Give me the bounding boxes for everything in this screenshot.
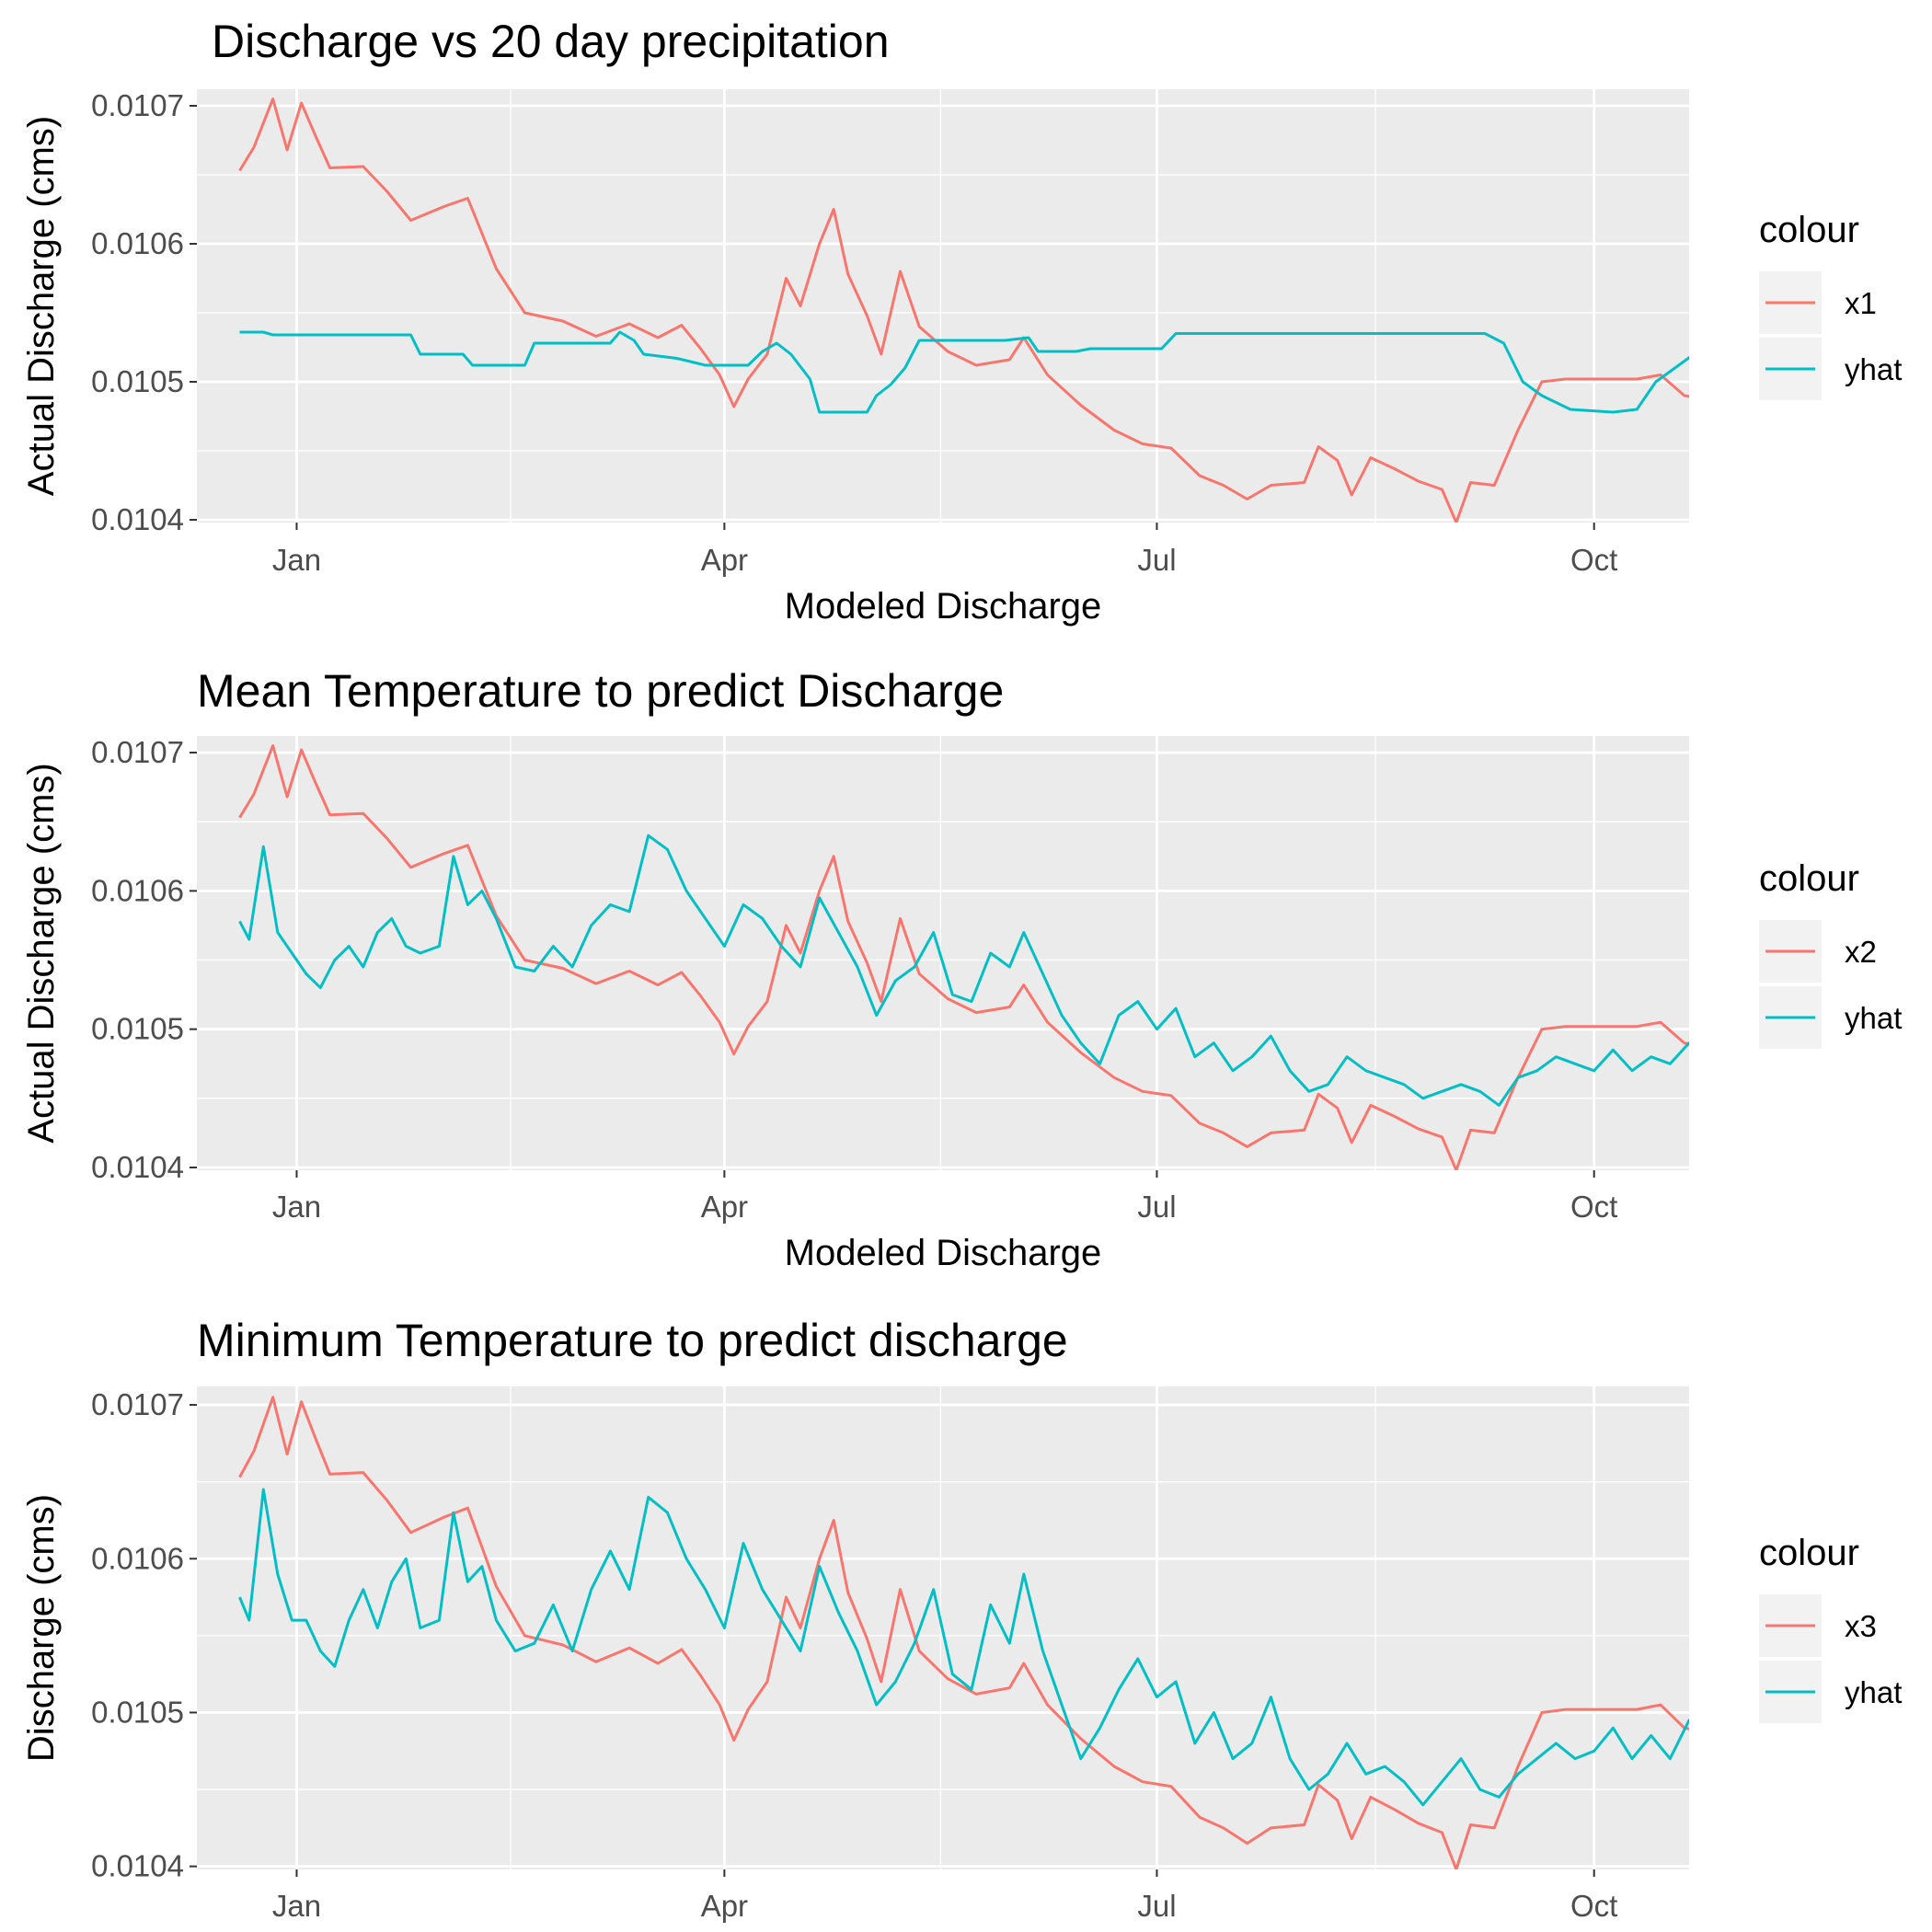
y-tick-label: 0.0104 [91,502,184,536]
x-tick-label: Apr [701,1889,748,1923]
legend-label: yhat [1845,352,1902,386]
legend-title: colour [1759,858,1859,899]
y-tick-label: 0.0107 [91,88,184,122]
series-lines [238,744,1689,1170]
y-axis-title: Actual Discharge (cms) [21,116,62,496]
chart-title: Mean Temperature to predict Discharge [197,665,1004,717]
y-tick-label: 0.0104 [91,1849,184,1883]
y-tick-label: 0.0107 [91,735,184,769]
y-axis-title: Actual Discharge (cms) [21,763,62,1143]
y-tick-label: 0.0105 [91,1695,184,1729]
series-line-yhat [238,834,1689,1107]
legend-label: x2 [1845,935,1877,969]
series-line-yhat [239,330,1689,414]
legend-label: yhat [1845,1001,1902,1035]
chart-panel-min-temperature: 0.0104 0.0105 0.0106 0.0107 Jan Apr Jul Oct Mini… [21,1315,1902,1923]
x-tick-label: Oct [1570,1889,1617,1923]
series-line-x3 [238,1396,1689,1869]
y-tick-label: 0.0106 [91,873,184,907]
x-tick-label: Jan [272,543,321,577]
x-axis-title: Modeled Discharge [785,1233,1102,1273]
chart-panel-mean-temperature: 0.0104 0.0105 0.0106 0.0107 Jan Apr Jul Oct Mean… [21,665,1902,1273]
series-line-yhat [238,1488,1689,1807]
series-line-x2 [238,744,1689,1170]
legend-label: x3 [1845,1609,1877,1643]
legend-title: colour [1759,1533,1859,1573]
y-tick-label: 0.0106 [91,1541,184,1575]
series-lines [238,98,1689,523]
legend-title: colour [1759,210,1859,250]
series-lines [238,1396,1689,1869]
y-tick-label: 0.0106 [91,226,184,260]
series-line-x1 [238,98,1689,523]
y-tick-label: 0.0104 [91,1150,184,1184]
y-tick-label: 0.0105 [91,364,184,398]
chart-panel-precipitation: 0.0104 0.0105 0.0106 0.0107 Jan Apr Jul Oct Disc… [21,16,1902,627]
y-axis-title: Discharge (cms) [21,1494,62,1762]
x-tick-label: Apr [701,1190,748,1224]
x-tick-label: Jan [272,1889,321,1923]
x-tick-label: Jan [272,1190,321,1224]
legend-label: yhat [1845,1675,1902,1709]
x-tick-label: Oct [1570,543,1617,577]
y-tick-label: 0.0105 [91,1012,184,1046]
chart-title: Minimum Temperature to predict discharge [197,1315,1068,1366]
x-tick-label: Apr [701,543,748,577]
x-tick-label: Jul [1137,1889,1176,1923]
legend-label: x1 [1845,286,1877,320]
x-axis-title: Modeled Discharge [785,586,1102,627]
y-tick-label: 0.0107 [91,1387,184,1421]
plot-background [197,89,1689,523]
x-tick-label: Jul [1137,543,1176,577]
chart-title: Discharge vs 20 day precipitation [212,16,890,67]
x-tick-label: Oct [1570,1190,1617,1224]
x-tick-label: Jul [1137,1190,1176,1224]
